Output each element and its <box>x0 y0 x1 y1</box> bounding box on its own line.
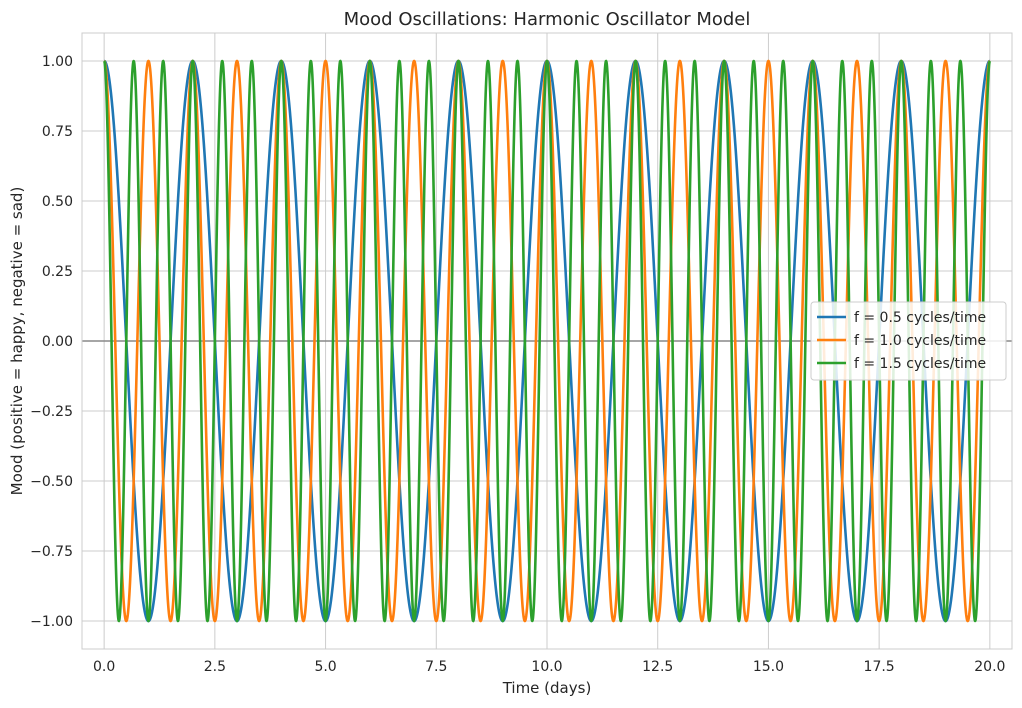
y-tick-label: 1.00 <box>42 54 73 70</box>
x-tick-label: 15.0 <box>753 659 784 675</box>
x-axis-label: Time (days) <box>502 679 592 697</box>
series-lines <box>103 59 992 623</box>
x-tick-label: 7.5 <box>425 659 447 675</box>
legend-label-2: f = 1.0 cycles/time <box>854 333 986 349</box>
x-axis-ticks: 0.0 2.5 5.0 7.5 10.0 12.5 15.0 17.5 20.0 <box>93 659 1005 675</box>
legend: f = 0.5 cycles/time f = 1.0 cycles/time f … <box>810 301 1007 381</box>
legend-label-1: f = 0.5 cycles/time <box>854 310 986 326</box>
y-tick-label: −0.75 <box>30 544 73 560</box>
x-tick-label: 10.0 <box>531 659 562 675</box>
y-tick-label: 0.25 <box>42 264 73 280</box>
y-axis-label: Mood (positive = happy, negative = sad) <box>8 187 26 496</box>
x-tick-label: 12.5 <box>642 659 673 675</box>
plot-frame <box>81 32 1013 650</box>
y-tick-label: −1.00 <box>30 614 73 630</box>
series-line-3 <box>103 59 992 623</box>
x-tick-label: 20.0 <box>974 659 1005 675</box>
legend-items: f = 0.5 cycles/time f = 1.0 cycles/time f … <box>817 310 986 372</box>
y-tick-label: 0.50 <box>42 194 73 210</box>
y-tick-label: 0.75 <box>42 124 73 140</box>
x-tick-label: 5.0 <box>314 659 336 675</box>
x-tick-label: 0.0 <box>93 659 115 675</box>
y-tick-label: 0.00 <box>42 334 73 350</box>
y-tick-label: −0.50 <box>30 474 73 490</box>
chart-title: Mood Oscillations: Harmonic Oscillator M… <box>344 9 751 30</box>
y-axis-ticks: 1.00 0.75 0.50 0.25 0.00 −0.25 −0.50 −0.75 −1.00 <box>30 54 73 630</box>
x-tick-label: 17.5 <box>864 659 895 675</box>
legend-box <box>810 301 1007 381</box>
legend-label-3: f = 1.5 cycles/time <box>854 356 986 372</box>
y-tick-label: −0.25 <box>30 404 73 420</box>
x-tick-label: 2.5 <box>204 659 226 675</box>
